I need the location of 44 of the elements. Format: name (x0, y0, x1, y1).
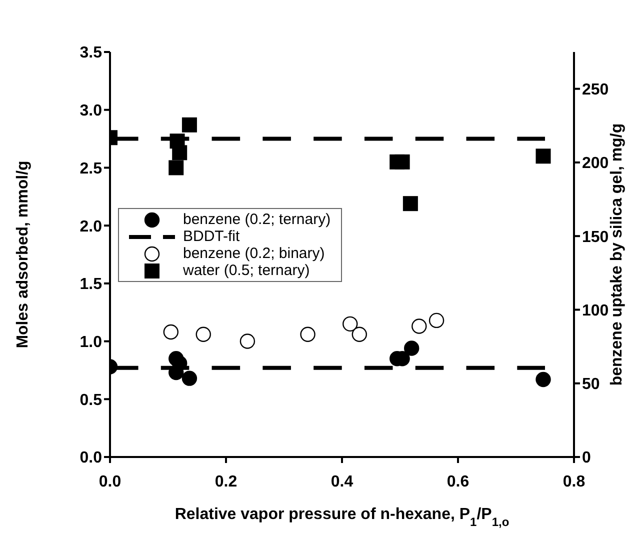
y-tick-label: 0.5 (80, 392, 102, 409)
y-tick-label: 3.0 (80, 102, 102, 120)
y-tick-label: 1.0 (80, 334, 102, 351)
point (402, 196, 418, 212)
legend-label: water (0.5; ternary) (183, 262, 310, 279)
point (536, 148, 551, 164)
y-tick-label: 1.5 (80, 276, 102, 294)
point (168, 364, 184, 380)
y2-axis-title: benzene uptake by silica gel, mg/g (608, 123, 626, 386)
y2-tick-label: 250 (582, 82, 609, 98)
legend-label: benzene (0.2; ternary) (183, 211, 331, 228)
y-tick-label: 0.0 (80, 450, 102, 467)
y-tick-label: 2.5 (80, 160, 102, 178)
x-tick-label: 0.8 (562, 473, 586, 490)
point (300, 326, 316, 342)
legend-label: BDDT-fit (183, 228, 240, 245)
point (163, 324, 178, 340)
point (172, 145, 188, 160)
x-axis-title: Relative vapor pressure of n-hexane, P$_{1}$/P$_{1,o}$ (174, 506, 510, 529)
legend-label: benzene (0.2; binary) (183, 245, 325, 262)
point (342, 316, 358, 332)
x-tick-label: 0.0 (98, 473, 122, 490)
point (428, 312, 444, 328)
y2-tick-label: 100 (582, 302, 609, 320)
x-tick-label: 0.4 (330, 473, 354, 490)
point (182, 117, 197, 132)
point (536, 372, 551, 388)
y2-tick-label: 0 (582, 450, 591, 467)
y2-tick-label: 150 (582, 228, 609, 246)
y-tick-label: 3.5 (80, 44, 102, 62)
point (240, 334, 256, 349)
y2-tick-label: 50 (582, 376, 600, 394)
x-tick-label: 0.2 (214, 473, 238, 490)
point (352, 326, 367, 342)
x-tick-label: 0.6 (446, 473, 470, 490)
y-axis-title: Moles adsorbed, mmol/g (14, 160, 32, 348)
point (394, 154, 410, 170)
point (412, 318, 427, 334)
point (196, 326, 211, 342)
y-tick-label: 2.0 (80, 218, 102, 236)
point (168, 160, 184, 176)
y2-tick-label: 200 (582, 155, 609, 172)
point (182, 370, 198, 386)
point (404, 340, 420, 356)
